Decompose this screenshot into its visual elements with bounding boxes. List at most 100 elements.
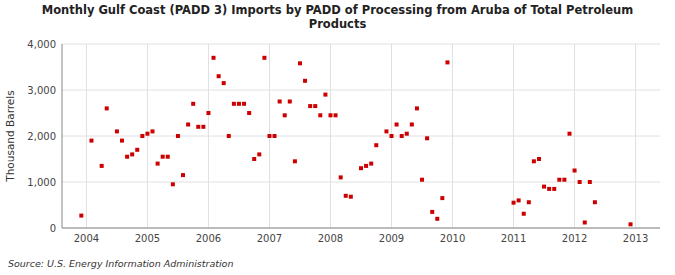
point: [100, 164, 104, 168]
title-line: Products: [309, 17, 367, 31]
grid-line: [147, 44, 148, 228]
grid-line: [62, 44, 660, 45]
grid-line: [62, 182, 660, 183]
point: [247, 111, 251, 115]
point: [79, 214, 83, 218]
point: [430, 210, 434, 214]
point: [323, 93, 327, 97]
point: [420, 178, 424, 182]
point: [156, 162, 160, 166]
point: [186, 123, 190, 127]
point: [293, 159, 297, 163]
y-axis-label: Thousand Barrels: [4, 90, 16, 182]
point: [522, 212, 526, 216]
y-tick-label: 4,000: [27, 39, 56, 50]
y-tick-label: 2,000: [27, 131, 56, 142]
point: [349, 195, 353, 199]
point: [593, 200, 597, 204]
point: [318, 113, 322, 117]
point: [130, 152, 134, 156]
point: [171, 182, 175, 186]
grid-line: [330, 44, 331, 228]
point: [217, 74, 221, 78]
point: [568, 132, 572, 136]
x-tick-label: 2007: [257, 233, 282, 244]
chart: Monthly Gulf Coast (PADD 3) Imports by P…: [0, 0, 675, 275]
point: [532, 159, 536, 163]
point: [410, 123, 414, 127]
grid-line: [62, 90, 660, 91]
x-tick-label: 2006: [196, 233, 221, 244]
point: [445, 60, 449, 64]
point: [273, 134, 277, 138]
grid-line: [513, 44, 514, 228]
point: [176, 134, 180, 138]
grid-line: [62, 228, 660, 229]
point: [288, 100, 292, 104]
x-tick-label: 2008: [318, 233, 343, 244]
x-tick-label: 2011: [501, 233, 526, 244]
title-line: Monthly Gulf Coast (PADD 3) Imports by P…: [42, 3, 634, 17]
point: [512, 201, 516, 205]
point: [542, 185, 546, 189]
point: [537, 157, 541, 161]
point: [283, 113, 287, 117]
ticks: 01,0002,0003,0004,0002004200520062007200…: [27, 39, 648, 245]
point: [227, 134, 231, 138]
point: [89, 139, 93, 143]
point: [257, 152, 261, 156]
point: [425, 136, 429, 140]
point: [400, 134, 404, 138]
point: [191, 102, 195, 106]
point: [552, 187, 556, 191]
point: [440, 196, 444, 200]
point: [390, 134, 394, 138]
point: [313, 104, 317, 108]
point: [120, 139, 124, 143]
point: [145, 132, 149, 136]
point: [547, 187, 551, 191]
point: [115, 129, 119, 133]
point: [181, 173, 185, 177]
point: [583, 220, 587, 224]
point: [344, 194, 348, 198]
point: [298, 61, 302, 65]
grid-line: [574, 44, 575, 228]
point: [395, 123, 399, 127]
point: [206, 111, 210, 115]
point: [415, 106, 419, 110]
point: [405, 132, 409, 136]
point: [328, 113, 332, 117]
x-tick-label: 2010: [440, 233, 465, 244]
point: [557, 178, 561, 182]
point: [339, 175, 343, 179]
point: [369, 162, 373, 166]
x-tick-label: 2012: [562, 233, 587, 244]
point: [161, 155, 165, 159]
point: [308, 104, 312, 108]
point: [140, 134, 144, 138]
point: [359, 166, 363, 170]
point: [105, 106, 109, 110]
point: [222, 81, 226, 85]
grid-line: [635, 44, 636, 228]
point: [374, 143, 378, 147]
point: [364, 164, 368, 168]
point: [252, 157, 256, 161]
x-axis-line: [62, 228, 660, 229]
grid-line: [208, 44, 209, 228]
point: [150, 129, 154, 133]
point: [201, 125, 205, 129]
point: [334, 113, 338, 117]
x-tick-label: 2013: [623, 233, 648, 244]
grid-line: [86, 44, 87, 228]
point: [517, 198, 521, 202]
title: Monthly Gulf Coast (PADD 3) Imports by P…: [42, 3, 634, 31]
point: [573, 169, 577, 173]
x-tick-label: 2004: [74, 233, 99, 244]
point: [212, 56, 216, 60]
point: [278, 100, 282, 104]
point: [435, 217, 439, 221]
x-tick-label: 2009: [379, 233, 404, 244]
x-tick-label: 2005: [135, 233, 160, 244]
